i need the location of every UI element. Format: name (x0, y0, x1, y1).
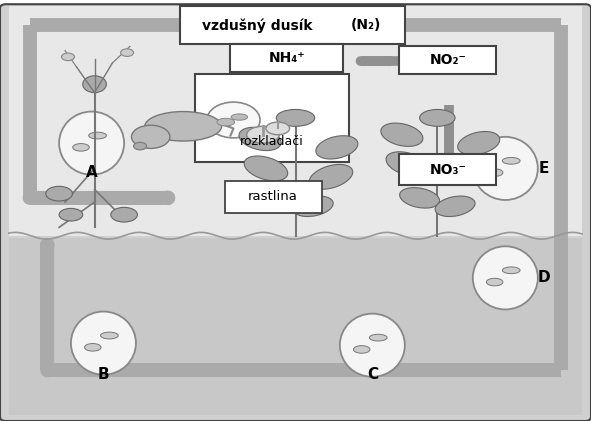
Ellipse shape (266, 122, 290, 135)
Text: (N₂): (N₂) (351, 18, 382, 32)
Ellipse shape (353, 346, 370, 353)
FancyBboxPatch shape (180, 6, 405, 44)
Ellipse shape (239, 127, 281, 151)
Ellipse shape (231, 114, 248, 120)
FancyBboxPatch shape (0, 4, 591, 421)
Ellipse shape (46, 186, 73, 201)
Text: NH₄⁺: NH₄⁺ (268, 51, 305, 65)
Ellipse shape (244, 156, 288, 181)
Ellipse shape (293, 196, 333, 216)
Ellipse shape (435, 196, 475, 216)
Ellipse shape (217, 118, 235, 126)
Bar (9, 6, 582, 236)
Text: D: D (537, 270, 550, 285)
Ellipse shape (83, 76, 106, 93)
Ellipse shape (71, 312, 136, 375)
Ellipse shape (59, 112, 124, 175)
FancyBboxPatch shape (225, 181, 322, 213)
Ellipse shape (369, 334, 387, 341)
Ellipse shape (486, 278, 503, 286)
Text: NO₂⁻: NO₂⁻ (430, 53, 466, 67)
FancyBboxPatch shape (195, 74, 349, 162)
Bar (9, 238, 582, 415)
Text: B: B (98, 367, 109, 382)
Ellipse shape (473, 246, 538, 309)
FancyBboxPatch shape (230, 44, 343, 72)
Ellipse shape (486, 169, 503, 176)
Ellipse shape (131, 125, 170, 149)
Ellipse shape (258, 188, 298, 208)
Ellipse shape (457, 131, 500, 155)
Ellipse shape (73, 144, 89, 151)
Ellipse shape (134, 142, 147, 150)
Text: C: C (367, 367, 378, 382)
Ellipse shape (451, 160, 495, 185)
Text: vzdušný dusík: vzdušný dusík (202, 18, 312, 32)
Text: A: A (86, 165, 98, 180)
Ellipse shape (145, 112, 222, 141)
Ellipse shape (473, 137, 538, 200)
Ellipse shape (100, 332, 118, 339)
FancyBboxPatch shape (399, 154, 496, 185)
Ellipse shape (316, 136, 358, 159)
Text: rozkladači: rozkladači (240, 135, 304, 147)
Ellipse shape (247, 126, 279, 143)
Ellipse shape (89, 132, 106, 139)
Ellipse shape (207, 102, 260, 138)
FancyBboxPatch shape (399, 46, 496, 74)
Ellipse shape (502, 157, 520, 164)
Ellipse shape (59, 208, 83, 221)
Ellipse shape (85, 344, 101, 351)
Ellipse shape (111, 208, 138, 222)
Text: E: E (538, 161, 549, 176)
Ellipse shape (121, 49, 134, 56)
Ellipse shape (420, 109, 455, 126)
Text: NO₃⁻: NO₃⁻ (430, 163, 466, 177)
Ellipse shape (400, 188, 440, 208)
Text: rastlina: rastlina (248, 190, 298, 203)
Ellipse shape (340, 314, 405, 377)
Ellipse shape (61, 53, 74, 61)
Ellipse shape (277, 109, 314, 126)
Ellipse shape (502, 267, 520, 274)
Ellipse shape (309, 165, 353, 189)
Ellipse shape (381, 123, 423, 147)
Ellipse shape (386, 152, 430, 176)
